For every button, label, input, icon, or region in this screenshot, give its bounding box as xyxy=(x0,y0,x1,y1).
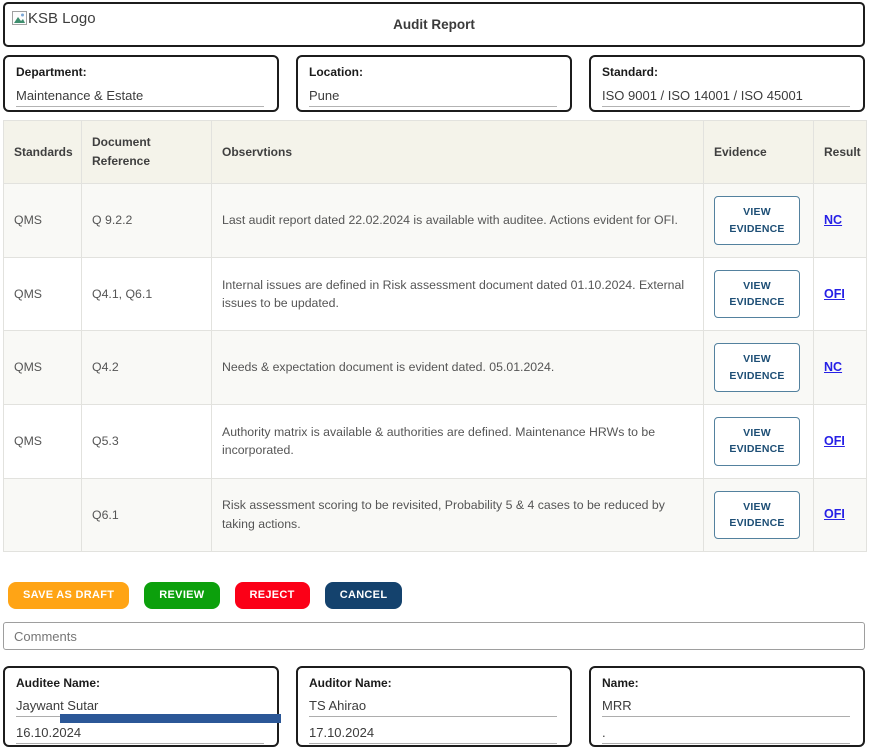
table-row: QMS Q4.1, Q6.1 Internal issues are defin… xyxy=(3,256,867,332)
save-as-draft-button[interactable]: SAVE AS DRAFT xyxy=(8,582,130,610)
observation-cell: Authority matrix is available & authorit… xyxy=(211,403,704,479)
auditor-date-value[interactable]: 17.10.2024 xyxy=(309,725,557,745)
column-header-doc-reference: Document Reference xyxy=(81,119,212,185)
doc-ref-cell: Q 9.2.2 xyxy=(81,183,212,258)
auditee-date-value[interactable]: 16.10.2024 xyxy=(16,725,264,745)
doc-ref-cell: Q4.1, Q6.1 xyxy=(81,256,212,332)
standard-label: Standard: xyxy=(602,65,659,79)
doc-ref-cell: Q5.3 xyxy=(81,403,212,479)
standard-cell: QMS xyxy=(3,256,82,332)
view-evidence-button[interactable]: VIEW EVIDENCE xyxy=(714,343,800,392)
evidence-cell: VIEW EVIDENCE xyxy=(703,403,814,479)
view-evidence-button[interactable]: VIEW EVIDENCE xyxy=(714,416,800,466)
review-button[interactable]: REVIEW xyxy=(144,582,220,610)
broken-image-icon xyxy=(12,11,27,30)
result-cell: OFI xyxy=(813,256,867,332)
column-header-observations: Observtions xyxy=(211,119,704,185)
mrr-signature-box: Name: MRR . xyxy=(589,666,865,747)
view-evidence-button[interactable]: VIEW EVIDENCE xyxy=(714,269,800,319)
table-row: Q6.1 Risk assessment scoring to be revis… xyxy=(3,477,867,553)
audit-observations-table: Standards Document Reference Observtions… xyxy=(3,119,867,553)
signature-row: Auditee Name: Jaywant Sutar 16.10.2024 A… xyxy=(3,666,865,747)
auditor-name-label: Auditor Name: xyxy=(309,676,392,691)
column-header-result: Result xyxy=(813,119,867,185)
date-value[interactable]: . xyxy=(602,725,850,745)
table-header-row: Standards Document Reference Observtions… xyxy=(3,119,867,185)
result-link[interactable]: NC xyxy=(824,213,843,228)
observation-cell: Internal issues are defined in Risk asse… xyxy=(211,256,704,332)
standard-cell xyxy=(3,477,82,553)
auditor-signature-box: Auditor Name: TS Ahirao 17.10.2024 xyxy=(296,666,572,747)
report-header: KSB Logo Audit Report xyxy=(3,2,865,47)
result-link[interactable]: NC xyxy=(824,360,843,375)
result-link[interactable]: OFI xyxy=(824,433,845,448)
observation-cell: Risk assessment scoring to be revisited,… xyxy=(211,477,704,553)
view-evidence-button[interactable]: VIEW EVIDENCE xyxy=(714,490,800,540)
comments-input[interactable] xyxy=(3,622,865,651)
evidence-cell: VIEW EVIDENCE xyxy=(703,183,814,258)
doc-ref-cell: Q6.1 xyxy=(81,477,212,553)
name-value[interactable]: MRR xyxy=(602,698,850,718)
table-row: QMS Q4.2 Needs & expectation document is… xyxy=(3,330,867,405)
table-row: QMS Q 9.2.2 Last audit report dated 22.0… xyxy=(3,183,867,258)
standard-cell: QMS xyxy=(3,330,82,405)
location-field: Location: Pune xyxy=(296,55,572,112)
department-label: Department: xyxy=(16,65,87,79)
column-header-standards: Standards xyxy=(3,119,82,185)
result-link[interactable]: OFI xyxy=(824,286,845,301)
page: KSB Logo Audit Report Department: Mainte… xyxy=(3,2,867,747)
table-row: QMS Q5.3 Authority matrix is available &… xyxy=(3,403,867,479)
result-cell: NC xyxy=(813,330,867,405)
reject-button[interactable]: REJECT xyxy=(234,582,310,610)
page-title: Audit Report xyxy=(393,17,475,32)
department-value[interactable]: Maintenance & Estate xyxy=(16,88,264,107)
result-cell: OFI xyxy=(813,403,867,479)
location-label: Location: xyxy=(309,65,363,79)
result-link[interactable]: OFI xyxy=(824,507,845,522)
evidence-cell: VIEW EVIDENCE xyxy=(703,256,814,332)
info-field-row: Department: Maintenance & Estate Locatio… xyxy=(3,55,865,112)
observation-cell: Needs & expectation document is evident … xyxy=(211,330,704,405)
observation-cell: Last audit report dated 22.02.2024 is av… xyxy=(211,183,704,258)
standard-cell: QMS xyxy=(3,183,82,258)
result-cell: OFI xyxy=(813,477,867,553)
view-evidence-button[interactable]: VIEW EVIDENCE xyxy=(714,196,800,245)
broken-logo-image: KSB Logo xyxy=(5,4,97,30)
auditee-signature-box: Auditee Name: Jaywant Sutar 16.10.2024 xyxy=(3,666,279,747)
evidence-cell: VIEW EVIDENCE xyxy=(703,477,814,553)
bottom-scrollbar-thumb[interactable] xyxy=(60,714,281,723)
column-header-evidence: Evidence xyxy=(703,119,814,185)
logo-alt-text: KSB Logo xyxy=(28,10,96,27)
auditor-name-value[interactable]: TS Ahirao xyxy=(309,698,557,718)
evidence-cell: VIEW EVIDENCE xyxy=(703,330,814,405)
standard-cell: QMS xyxy=(3,403,82,479)
result-cell: NC xyxy=(813,183,867,258)
standard-value[interactable]: ISO 9001 / ISO 14001 / ISO 45001 xyxy=(602,88,850,107)
auditee-name-label: Auditee Name: xyxy=(16,676,101,691)
standard-field: Standard: ISO 9001 / ISO 14001 / ISO 450… xyxy=(589,55,865,112)
location-value[interactable]: Pune xyxy=(309,88,557,107)
action-button-row: SAVE AS DRAFT REVIEW REJECT CANCEL xyxy=(8,582,865,610)
name-label: Name: xyxy=(602,676,639,691)
department-field: Department: Maintenance & Estate xyxy=(3,55,279,112)
cancel-button[interactable]: CANCEL xyxy=(324,582,403,610)
doc-ref-cell: Q4.2 xyxy=(81,330,212,405)
